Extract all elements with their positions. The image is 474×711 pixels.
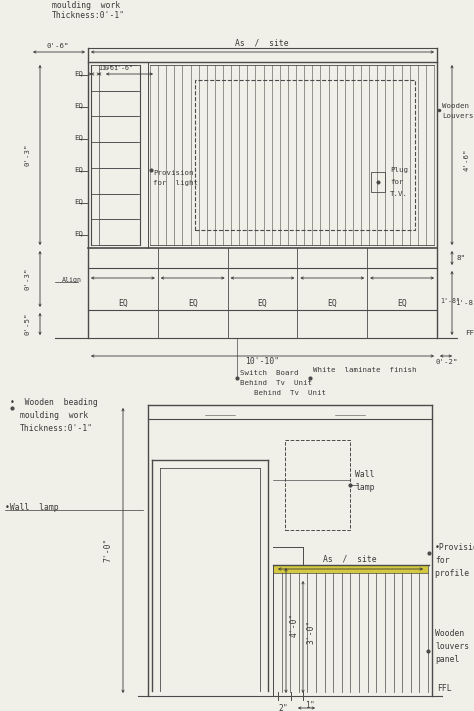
Text: 10'-10": 10'-10" [245,357,279,366]
Text: 1'-8": 1'-8" [455,300,474,306]
Text: moulding  work: moulding work [20,411,88,420]
Text: Thickness:0'-1": Thickness:0'-1" [52,11,125,20]
Text: EQ: EQ [118,299,128,307]
Text: EQ: EQ [74,70,83,76]
Text: As  /  site: As / site [235,38,289,47]
Text: Align: Align [62,277,82,283]
Text: 1'-8": 1'-8" [440,298,460,304]
Text: EQ: EQ [74,166,83,172]
Text: EQ: EQ [188,299,198,307]
Text: 1'-6": 1'-6" [98,65,118,71]
Text: Louvers: Louvers [442,113,474,119]
Text: EQ: EQ [74,230,83,236]
Text: for: for [435,556,450,565]
Text: 1": 1" [305,701,315,710]
Text: 2": 2" [278,704,288,711]
Text: Wall: Wall [355,470,374,479]
Text: EQ: EQ [397,299,407,307]
Text: 0'-6": 0'-6" [47,43,69,49]
Text: Provision: Provision [153,170,193,176]
Text: Wooden: Wooden [442,103,469,109]
Bar [195,80,415,230]
Text: 1'-6": 1'-6" [113,65,133,71]
Text: 10": 10" [101,65,113,71]
Text: •Wall  lamp: •Wall lamp [5,503,59,512]
Text: White  laminate  finish: White laminate finish [313,367,417,373]
Text: EQ: EQ [74,134,83,140]
Text: 4'-6": 4'-6" [464,149,470,171]
Bar [371,172,385,192]
Text: As  /  site: As / site [323,554,377,563]
Text: 3'-0": 3'-0" [307,620,316,644]
Text: profile  light: profile light [435,569,474,578]
Text: panel: panel [435,655,459,664]
Text: •Provision: •Provision [435,543,474,552]
Text: 7'-0": 7'-0" [103,538,112,562]
Text: FFL: FFL [437,684,452,693]
Text: Switch  Board: Switch Board [240,370,299,376]
Text: lamp: lamp [355,483,374,492]
Text: Behind  Tv  Unit: Behind Tv Unit [240,380,312,386]
Text: louvers: louvers [435,642,469,651]
Text: EQ: EQ [258,299,267,307]
Text: FFL: FFL [465,330,474,336]
Text: Thickness:0'-1": Thickness:0'-1" [20,424,93,433]
Text: Wooden: Wooden [435,629,464,638]
Text: 8": 8" [457,255,466,261]
Text: for  light: for light [153,180,198,186]
Text: EQ: EQ [74,102,83,108]
Text: for: for [390,179,403,185]
Text: 4'-0": 4'-0" [290,613,299,637]
Text: 0'-2": 0'-2" [436,359,458,365]
Text: 0'-3": 0'-3" [25,268,31,290]
Text: T.V.: T.V. [390,191,408,197]
Text: Behind  Tv  Unit: Behind Tv Unit [254,390,326,396]
Text: •  Wooden  beading: • Wooden beading [10,398,98,407]
Text: 0'-3": 0'-3" [25,144,31,166]
Text: 0'-5": 0'-5" [25,313,31,336]
Text: moulding  work: moulding work [52,1,120,10]
Bar [273,565,428,573]
Text: EQ: EQ [328,299,337,307]
Text: Plug: Plug [390,167,408,173]
Text: EQ: EQ [74,198,83,204]
Bar [285,440,350,530]
